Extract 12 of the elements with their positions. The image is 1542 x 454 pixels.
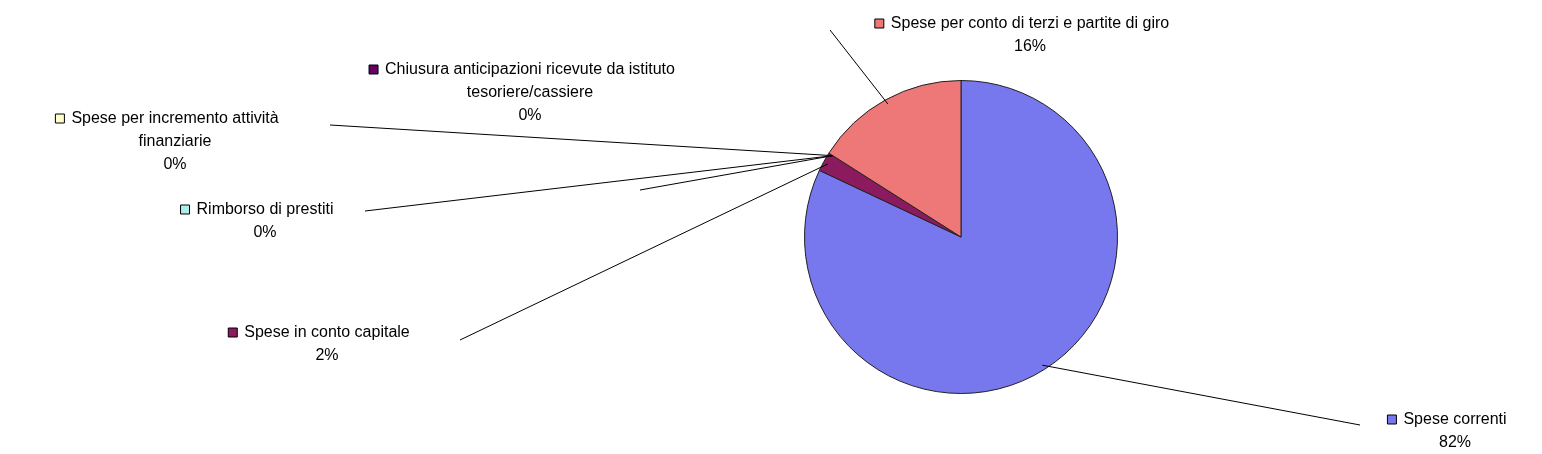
text: 0%	[253, 223, 277, 241]
legend-label: Spese correnti	[1403, 410, 1507, 428]
legend-label: Spese per incremento attività finanziarie	[71, 109, 279, 150]
legend-label: Rimborso di prestiti	[196, 200, 334, 218]
text: 0%	[163, 155, 187, 173]
legend-label: Chiusura anticipazioni ricevute da istituto tesoriere/cassiere	[385, 60, 676, 101]
data-label: 16%	[1013, 37, 1047, 55]
legend-label: Spese in conto capitale	[244, 323, 410, 341]
legend-label: Spese per conto di terzi e partite di giro	[890, 14, 1170, 32]
data-label: 2%	[315, 346, 339, 364]
data-label: 82%	[1438, 433, 1472, 451]
text: 0%	[518, 106, 542, 124]
